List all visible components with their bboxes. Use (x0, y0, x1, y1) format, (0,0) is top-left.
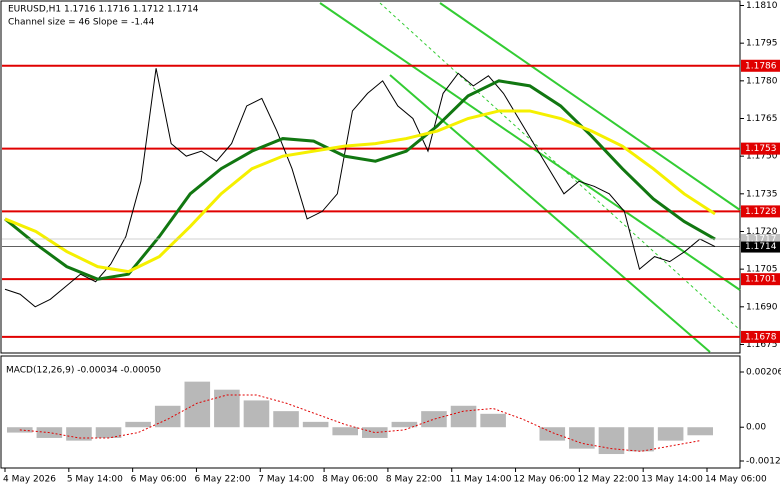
macd-bar (687, 427, 713, 436)
macd-bar (184, 381, 211, 428)
channel-upper-2 (439, 2, 741, 211)
series-line (4, 68, 716, 308)
x-tick-label: 13 May 14:00 (641, 475, 703, 485)
macd-bar (125, 421, 151, 428)
macd-bar (362, 427, 388, 438)
macd-bar (628, 427, 654, 452)
macd-signal (19, 394, 701, 452)
macd-bar (480, 413, 506, 428)
macd-bar (332, 427, 358, 436)
macd-bar (450, 405, 477, 428)
y-tick-label: 1.1795 (746, 39, 778, 49)
x-tick-label: 4 May 2026 (3, 475, 56, 485)
macd-bar (66, 427, 92, 441)
x-tick-label: 6 May 06:00 (131, 475, 187, 485)
level-tag (741, 142, 780, 155)
x-tick-label: 12 May 22:00 (577, 475, 639, 485)
macd-tick-label: 0.00 (746, 423, 766, 433)
price-label: 1.1717 (745, 235, 777, 245)
price-tag (741, 241, 780, 253)
level-tag (741, 205, 780, 218)
macd-bar (273, 411, 299, 428)
y-tick-label: 1.1675 (746, 340, 778, 350)
macd-bar (302, 421, 329, 428)
level-label: 1.1753 (745, 144, 777, 154)
macd-bar (569, 427, 595, 449)
level-tag (741, 59, 780, 72)
series-line (4, 79, 716, 281)
series-line (4, 109, 716, 274)
main-panel (0, 0, 741, 354)
y-tick-label: 1.1735 (746, 189, 778, 199)
y-tick-label: 1.1720 (746, 227, 778, 237)
macd-bar (539, 427, 566, 441)
channel-upper (319, 2, 741, 291)
level-tag (741, 273, 780, 286)
macd-bar (657, 427, 684, 441)
macd-panel (0, 355, 741, 469)
macd-tick-label: -0.00126 (746, 457, 781, 467)
macd-header: MACD(12,26,9) -0.00034 -0.00050 (6, 366, 161, 376)
macd-bar (95, 427, 122, 438)
x-tick-label: 11 May 14:00 (450, 475, 512, 485)
level-tag (741, 330, 780, 343)
macd-bar (598, 427, 625, 455)
channel-header: Channel size = 46 Slope = -1.44 (8, 18, 155, 28)
x-tick-label: 14 May 06:00 (705, 475, 767, 485)
y-tick-label: 1.1690 (746, 302, 778, 312)
level-label: 1.1678 (745, 332, 777, 342)
x-tick-label: 6 May 22:00 (194, 475, 250, 485)
x-tick-label: 12 May 06:00 (514, 475, 576, 485)
macd-bar (391, 421, 418, 428)
level-label: 1.1701 (745, 275, 777, 285)
x-tick-label: 7 May 14:00 (258, 475, 314, 485)
symbol-header: EURUSD,H1 1.1716 1.1716 1.1712 1.1714 (8, 5, 199, 15)
y-tick-label: 1.1765 (746, 114, 778, 124)
y-tick-label: 1.1750 (746, 152, 778, 162)
macd-bar (421, 411, 447, 428)
level-label: 1.1728 (745, 207, 777, 217)
x-tick-label: 8 May 22:00 (386, 475, 442, 485)
level-label: 1.1786 (745, 61, 777, 71)
y-tick-label: 1.1705 (746, 265, 778, 275)
macd-bar (154, 405, 181, 428)
y-tick-label: 1.1780 (746, 76, 778, 86)
macd-tick-label: 0.00206 (746, 368, 781, 378)
x-tick-label: 5 May 14:00 (67, 475, 123, 485)
macd-bar (243, 400, 270, 428)
price-label: 1.1714 (745, 242, 777, 252)
macd-bar (214, 389, 240, 428)
price-tag (741, 234, 780, 246)
x-tick-label: 8 May 06:00 (322, 475, 378, 485)
y-tick-label: 1.1810 (746, 1, 778, 11)
